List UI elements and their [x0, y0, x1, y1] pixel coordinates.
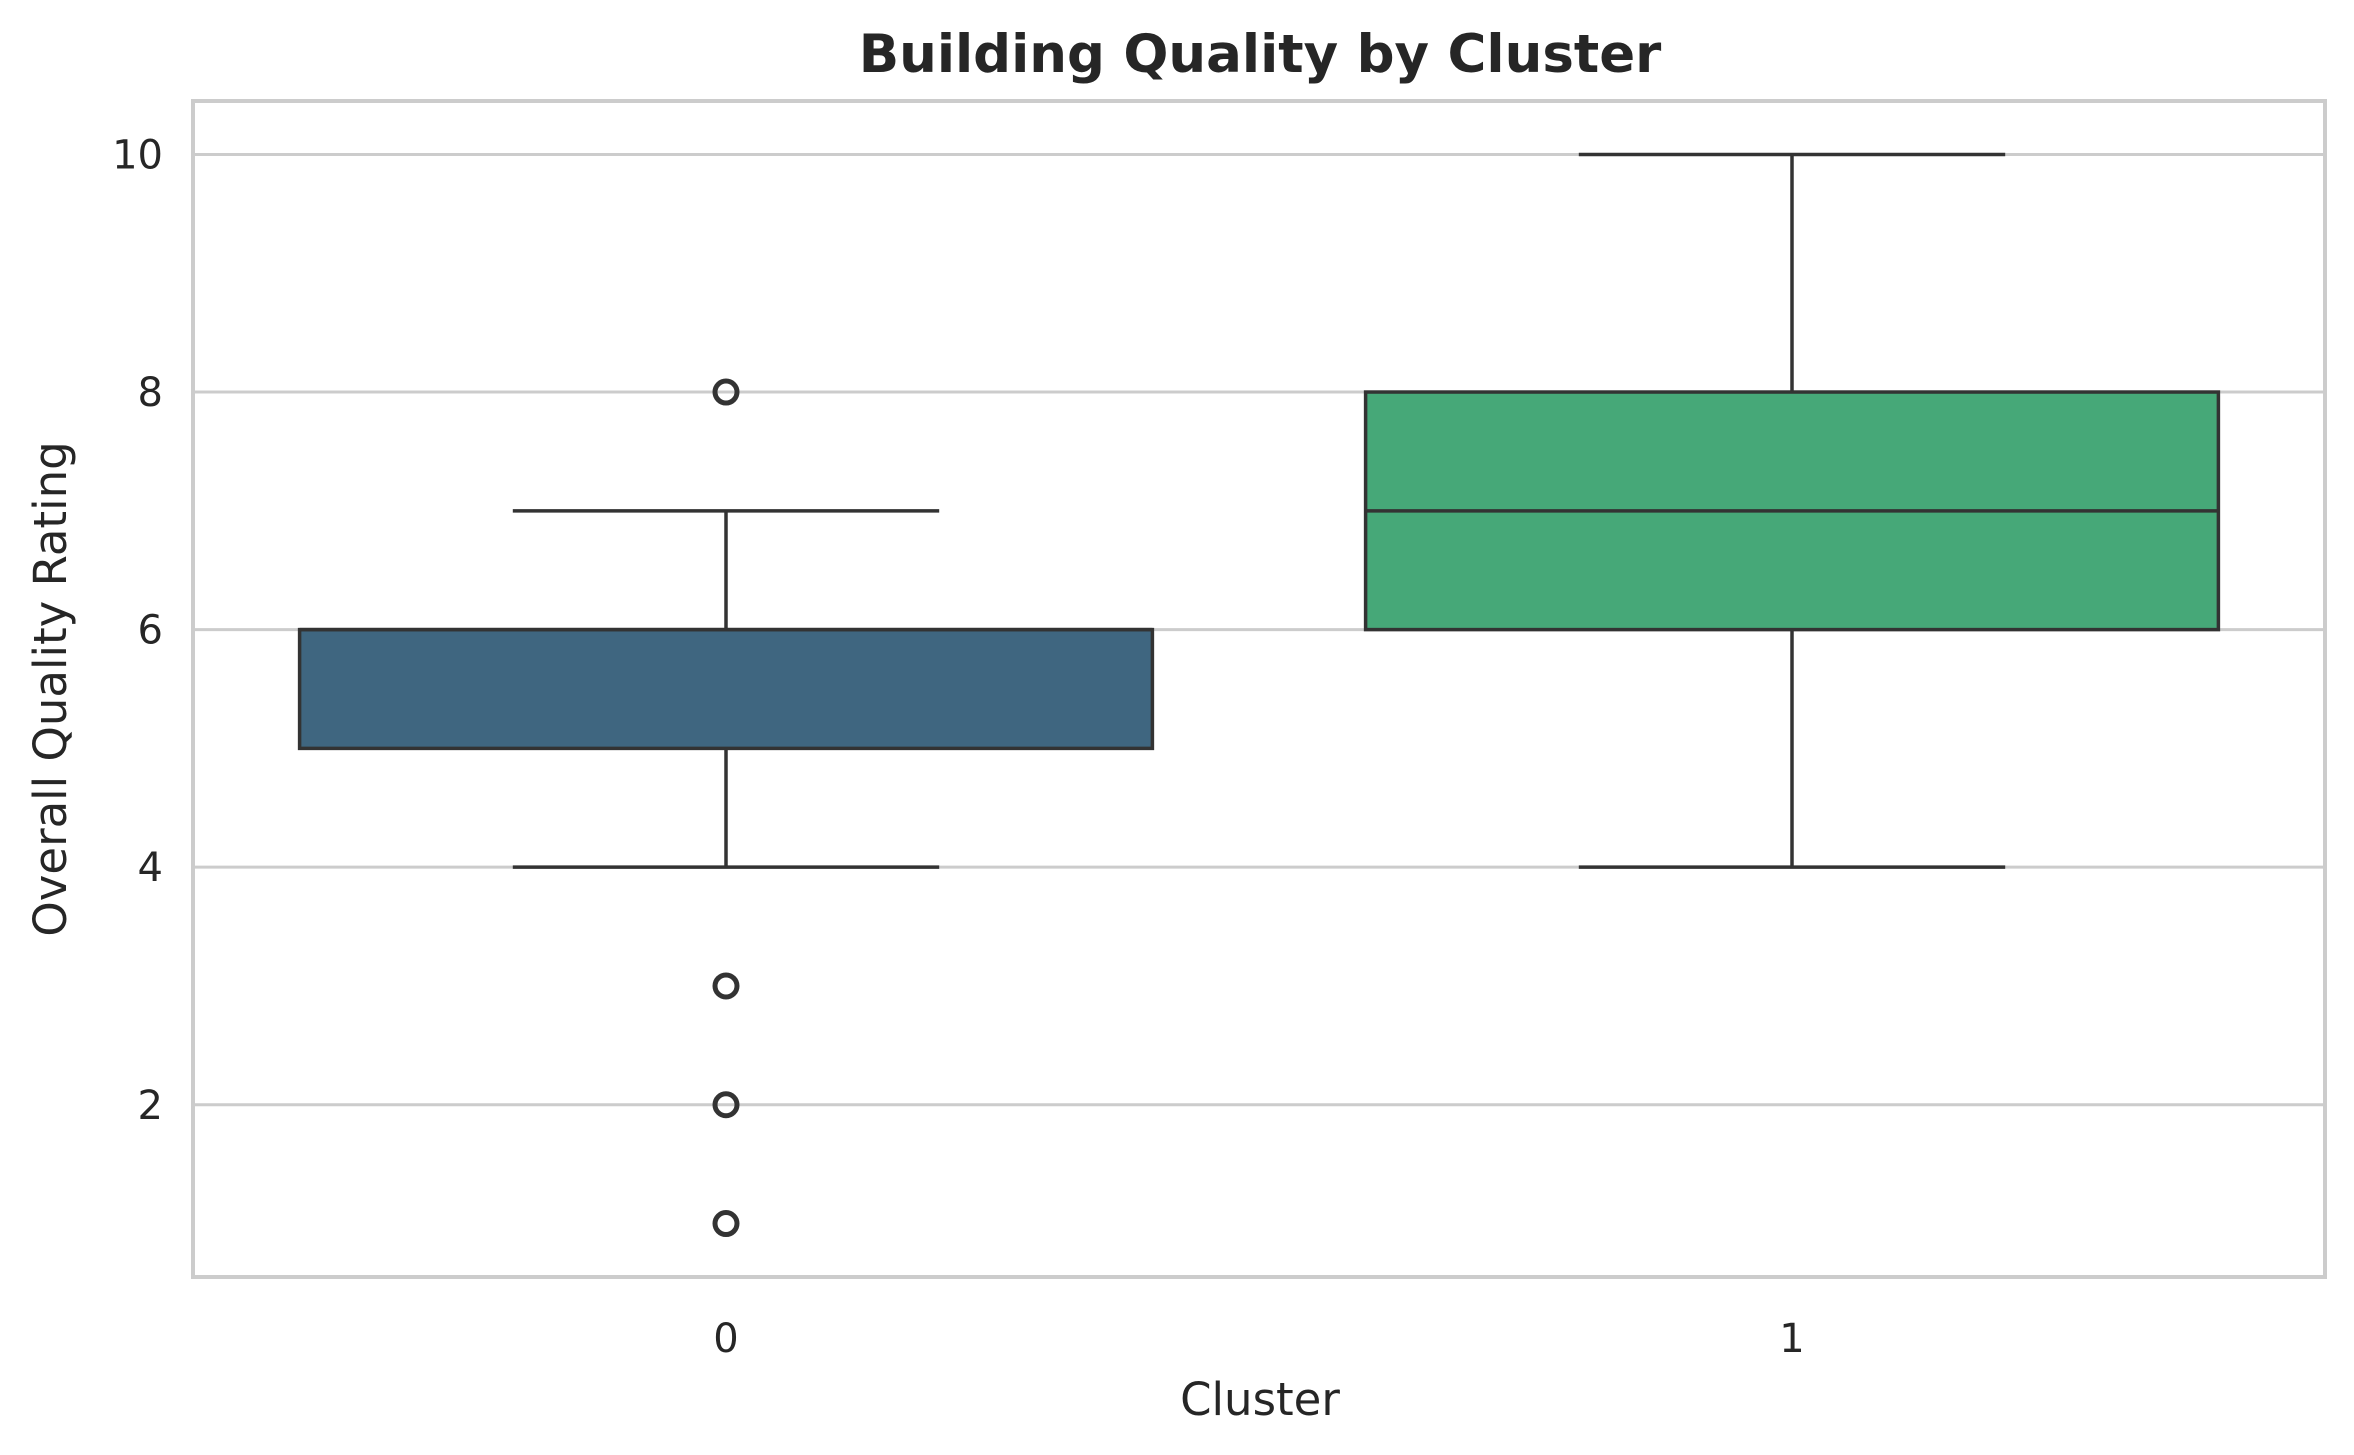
x-tick-label-0: 0 [713, 1316, 738, 1362]
x-tick-label-1: 1 [1779, 1316, 1804, 1362]
outlier-point-0-2 [712, 1091, 740, 1119]
box-group-1 [1363, 152, 2221, 869]
y-tick-label-2: 2 [138, 1083, 163, 1129]
outlier-point-0-0 [712, 378, 740, 406]
y-tick-label-8: 8 [138, 370, 163, 416]
box-group-0 [297, 378, 1155, 1238]
y-tick-label-6: 6 [138, 608, 163, 654]
x-axis-label: Cluster [1180, 1373, 1340, 1426]
y-axis-label: Overall Quality Rating [24, 441, 77, 936]
outlier-point-0-3 [712, 1210, 740, 1238]
y-tick-label-10: 10 [112, 132, 163, 178]
y-tick-label-4: 4 [138, 845, 163, 891]
y-tick-labels: 2 4 6 8 10 [112, 132, 163, 1128]
plot-frame [191, 99, 2327, 1279]
box-0 [297, 627, 1155, 751]
outlier-point-0-1 [712, 972, 740, 1000]
boxes [297, 152, 2221, 1238]
chart-title: Building Quality by Cluster [859, 24, 1662, 85]
